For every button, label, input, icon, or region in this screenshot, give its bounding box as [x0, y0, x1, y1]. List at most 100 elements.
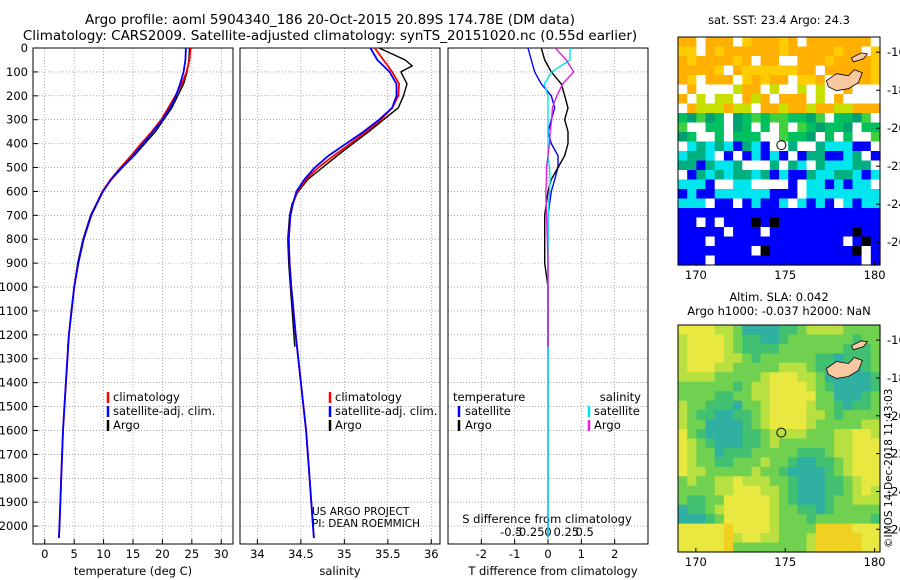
sst-map-cell — [714, 65, 725, 76]
sla-map-cell — [815, 400, 826, 411]
sst-map-cell — [733, 103, 743, 114]
sla-map-cell — [687, 504, 697, 515]
sst-map-cell — [687, 227, 697, 238]
sst-map-cell — [733, 217, 743, 228]
sla-map-cell — [760, 504, 771, 515]
sst-map-cell — [788, 122, 798, 133]
sst-map-cell — [815, 132, 826, 143]
sst-map-cell — [824, 122, 835, 133]
sst-map-cell — [751, 255, 762, 266]
sst-map-cell — [760, 246, 771, 257]
sla-map-cell — [760, 485, 771, 496]
sst-map-cell — [751, 75, 762, 86]
sla-map-cell — [705, 485, 716, 496]
sla-map-cell — [723, 504, 734, 515]
x-top-tick-label: 0.25 — [554, 525, 580, 539]
sla-map-cell — [834, 353, 844, 364]
sst-map-cell — [870, 227, 881, 238]
sla-map-cell — [834, 400, 844, 411]
sla-map-cell — [870, 485, 881, 496]
sst-map-cell — [687, 141, 697, 152]
sla-map-cell — [797, 325, 808, 336]
salinity-annotation: PI: DEAN ROEMMICH — [312, 518, 420, 530]
sla-map-cell — [788, 438, 798, 449]
y-tick-label: 400 — [6, 137, 28, 151]
y-tick-label: -18 — [887, 371, 900, 385]
sla-map-cell — [751, 343, 762, 354]
sst-map-cell — [843, 65, 854, 76]
sla-map-cell — [723, 542, 734, 553]
sla-map-cell — [751, 514, 762, 525]
sla-map-cell — [852, 429, 863, 440]
sla-map-cell — [687, 476, 697, 487]
sst-map-cell — [723, 208, 734, 219]
x-tick-label: 35 — [337, 547, 352, 561]
sst-map-cell — [861, 160, 872, 171]
sla-map-cell — [742, 353, 753, 364]
sla-map-cell — [806, 533, 817, 544]
sla-map-cell — [705, 400, 716, 411]
sst-map-cell — [834, 65, 844, 76]
sst-map-cell — [824, 217, 835, 228]
sst-map-cell — [760, 46, 771, 57]
sst-map-cell — [723, 255, 734, 266]
sla-map-cell — [815, 448, 826, 459]
sla-map-cell — [687, 400, 697, 411]
salinity-legend-label: climatology — [335, 390, 402, 404]
sst-map-cell — [769, 56, 780, 67]
sla-map-cell — [714, 495, 725, 506]
sst-map-cell — [714, 113, 725, 124]
sla-map-cell — [861, 372, 872, 383]
sst-map-cell — [723, 141, 734, 152]
sst-map-cell — [797, 84, 808, 95]
x-top-tick-label: 0.5 — [576, 525, 594, 539]
sst-map-cell — [815, 46, 826, 57]
sla-map-cell — [733, 400, 743, 411]
sst-map-cell — [714, 56, 725, 67]
sst-map-cell — [779, 103, 789, 114]
sst-map-cell — [797, 122, 808, 133]
sst-map-cell — [843, 198, 854, 209]
sla-map-cell — [815, 542, 826, 553]
sst-map-cell — [760, 160, 771, 171]
sst-map-cell — [788, 151, 798, 162]
sst-map-cell — [834, 160, 844, 171]
sst-map-cell — [797, 113, 808, 124]
sst-map-cell — [843, 94, 854, 105]
sla-map-cell — [723, 514, 734, 525]
sst-map-cell — [824, 189, 835, 200]
sla-map-cell — [751, 410, 762, 421]
sst-map-cell — [678, 113, 688, 124]
x-top-tick-label: -0.5 — [500, 525, 522, 539]
sla-map-cell — [861, 419, 872, 430]
sla-map-cell — [870, 362, 881, 373]
sla-map-cell — [705, 362, 716, 373]
sla-map-cell — [852, 495, 863, 506]
sla-map-cell — [788, 514, 798, 525]
x-tick-label: 5 — [71, 547, 78, 561]
sla-map-cell — [769, 419, 780, 430]
x-tick-label: 35.5 — [375, 547, 401, 561]
sst-map-cell — [760, 56, 771, 67]
sst-map-cell — [779, 37, 789, 48]
sla-map-cell — [870, 391, 881, 402]
sst-map-cell — [678, 217, 688, 228]
sst-map-cell — [742, 65, 753, 76]
sst-map-cell — [870, 132, 881, 143]
sst-map-cell — [696, 46, 707, 57]
sst-map-cell — [852, 170, 863, 181]
sst-map-cell — [824, 170, 835, 181]
sst-map-cell — [815, 179, 826, 190]
sst-map-cell — [733, 141, 743, 152]
sst-map-cell — [815, 75, 826, 86]
sla-map-cell — [678, 400, 688, 411]
sla-map-cell — [687, 533, 697, 544]
sst-map-cell — [696, 113, 707, 124]
sla-map-cell — [723, 391, 734, 402]
sst-map-cell — [733, 132, 743, 143]
sst-map-cell — [742, 122, 753, 133]
y-tick-label: -26 — [887, 235, 900, 249]
sst-map-cell — [806, 217, 817, 228]
sla-map-cell — [815, 466, 826, 477]
sst-map-cell — [696, 141, 707, 152]
